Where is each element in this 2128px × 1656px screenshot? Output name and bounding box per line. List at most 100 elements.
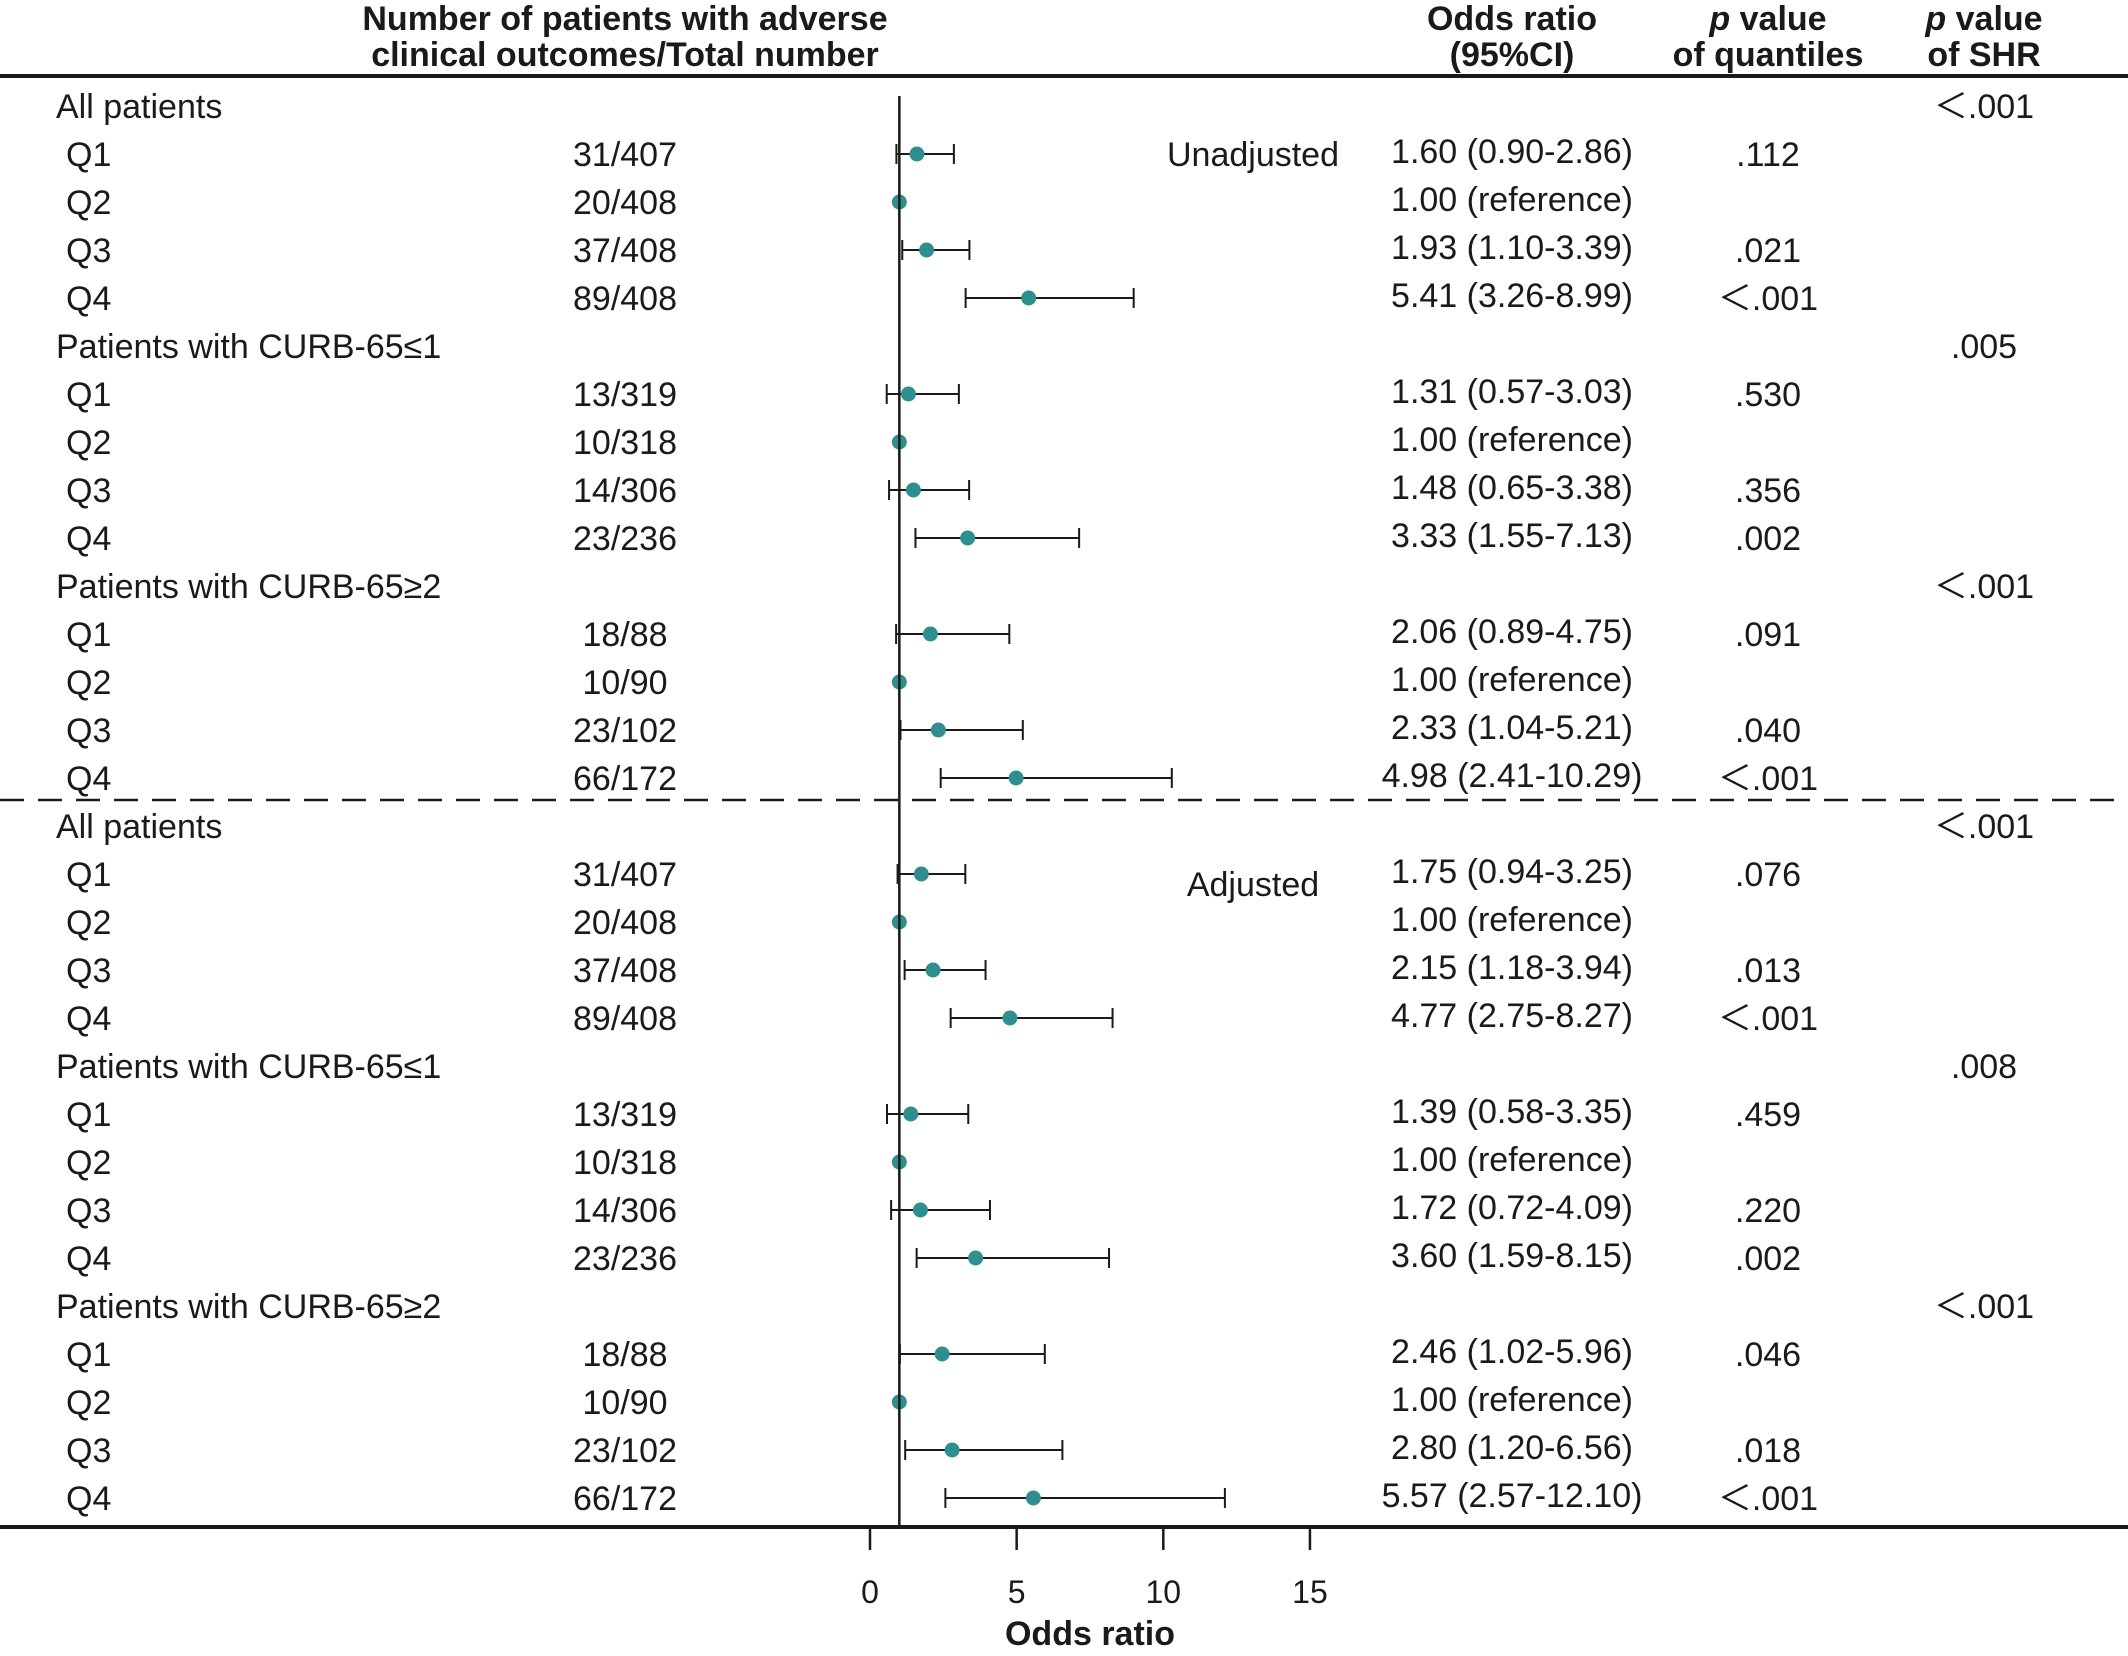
odds-ratio-ci-text: 1.75 (0.94-3.25)	[1391, 853, 1633, 891]
p-quantile-value: .002	[1735, 1240, 1801, 1278]
odds-ratio-point	[912, 1202, 928, 1218]
quantile-label: Q2	[66, 664, 111, 702]
p-quantile-value: .021	[1735, 232, 1801, 270]
header-p-shr-italic: p	[1924, 0, 1946, 38]
quantile-label: Q3	[66, 232, 111, 270]
p-quantile-value: ＜.001	[1718, 1000, 1818, 1038]
count-value: 18/88	[582, 616, 667, 654]
count-value: 37/408	[573, 952, 677, 990]
quantile-label: Q1	[66, 376, 111, 414]
count-value: 31/407	[573, 856, 677, 894]
quantile-label: Q3	[66, 1192, 111, 1230]
quantile-label: Q4	[66, 1480, 111, 1518]
odds-ratio-ci-text: 4.77 (2.75-8.27)	[1391, 997, 1633, 1035]
p-quantile-value: .091	[1735, 616, 1801, 654]
count-value: 23/236	[573, 520, 677, 558]
odds-ratio-point	[900, 386, 916, 402]
header-odds-ratio-line2: (95%CI)	[1450, 36, 1575, 74]
odds-ratio-point	[968, 1250, 984, 1266]
count-value: 10/90	[582, 664, 667, 702]
odds-ratio-ci-text: 1.00 (reference)	[1391, 1141, 1633, 1179]
p-shr-value: .005	[1951, 328, 2017, 366]
x-axis-label: Odds ratio	[1005, 1615, 1175, 1653]
p-quantile-value: .013	[1735, 952, 1801, 990]
odds-ratio-point	[903, 1106, 919, 1122]
count-value: 10/318	[573, 424, 677, 462]
odds-ratio-ci-text: 1.39 (0.58-3.35)	[1391, 1093, 1633, 1131]
quantile-label: Q4	[66, 760, 111, 798]
odds-ratio-point	[1021, 290, 1037, 306]
odds-ratio-point	[919, 242, 935, 258]
quantile-label: Q3	[66, 1432, 111, 1470]
p-quantile-value: .220	[1735, 1192, 1801, 1230]
header-p-quantiles-line2: of quantiles	[1673, 36, 1864, 74]
count-value: 13/319	[573, 376, 677, 414]
count-value: 10/318	[573, 1144, 677, 1182]
quantile-label: Q2	[66, 1144, 111, 1182]
count-value: 23/236	[573, 1240, 677, 1278]
quantile-label: Q2	[66, 424, 111, 462]
count-value: 18/88	[582, 1336, 667, 1374]
count-value: 89/408	[573, 1000, 677, 1038]
group-label: Patients with CURB-65≥2	[56, 1288, 441, 1326]
p-quantile-value: .076	[1735, 856, 1801, 894]
count-value: 14/306	[573, 1192, 677, 1230]
odds-ratio-point	[925, 962, 941, 978]
odds-ratio-ci-text: 5.57 (2.57-12.10)	[1382, 1477, 1643, 1515]
odds-ratio-ci-text: 1.00 (reference)	[1391, 1381, 1633, 1419]
odds-ratio-point	[960, 530, 976, 546]
odds-ratio-ci-text: 1.00 (reference)	[1391, 661, 1633, 699]
odds-ratio-ci-text: 5.41 (3.26-8.99)	[1391, 277, 1633, 315]
count-value: 66/172	[573, 1480, 677, 1518]
quantile-label: Q2	[66, 1384, 111, 1422]
quantile-label: Q2	[66, 904, 111, 942]
quantile-label: Q3	[66, 472, 111, 510]
p-shr-value: ＜.001	[1934, 568, 2034, 606]
odds-ratio-ci-text: 1.00 (reference)	[1391, 181, 1633, 219]
count-value: 37/408	[573, 232, 677, 270]
header-odds-ratio-line1: Odds ratio	[1427, 0, 1597, 38]
header-p-shr-rest: value	[1946, 0, 2042, 38]
p-quantile-value: .459	[1735, 1096, 1801, 1134]
panel-label: Adjusted	[1187, 866, 1319, 904]
header-p-quantiles-line1: p value	[1708, 0, 1826, 38]
odds-ratio-point	[934, 1346, 950, 1362]
quantile-label: Q3	[66, 712, 111, 750]
p-quantile-value: .002	[1735, 520, 1801, 558]
count-value: 23/102	[573, 712, 677, 750]
p-quantile-value: .046	[1735, 1336, 1801, 1374]
quantile-label: Q4	[66, 1240, 111, 1278]
p-quantile-value: .356	[1735, 472, 1801, 510]
odds-ratio-point	[1025, 1490, 1041, 1506]
group-label: Patients with CURB-65≤1	[56, 328, 441, 366]
quantile-label: Q4	[66, 280, 111, 318]
odds-ratio-ci-text: 1.72 (0.72-4.09)	[1391, 1189, 1633, 1227]
header-p-quantiles-italic: p	[1708, 0, 1730, 38]
odds-ratio-point	[930, 722, 946, 738]
p-shr-value: .008	[1951, 1048, 2017, 1086]
odds-ratio-ci-text: 1.00 (reference)	[1391, 421, 1633, 459]
quantile-label: Q4	[66, 520, 111, 558]
header-p-shr-line2: of SHR	[1927, 36, 2040, 74]
header-p-quantiles-rest: value	[1730, 0, 1826, 38]
odds-ratio-point	[1002, 1010, 1018, 1026]
table-rows: All patients ＜.001 Q1 31/407 1.60 (0.90-2.86…	[56, 88, 2034, 1518]
count-value: 10/90	[582, 1384, 667, 1422]
count-value: 14/306	[573, 472, 677, 510]
odds-ratio-point	[944, 1442, 960, 1458]
x-tick-label: 15	[1292, 1574, 1328, 1610]
forest-marks	[885, 96, 1226, 1527]
group-label: Patients with CURB-65≥2	[56, 568, 441, 606]
p-quantile-value: ＜.001	[1718, 760, 1818, 798]
odds-ratio-point	[909, 146, 925, 162]
odds-ratio-ci-text: 4.98 (2.41-10.29)	[1382, 757, 1643, 795]
group-label: All patients	[56, 88, 222, 126]
count-value: 89/408	[573, 280, 677, 318]
odds-ratio-point	[1008, 770, 1024, 786]
odds-ratio-point	[922, 626, 938, 642]
panel-label: Unadjusted	[1167, 136, 1339, 174]
p-quantile-value: .040	[1735, 712, 1801, 750]
odds-ratio-ci-text: 1.93 (1.10-3.39)	[1391, 229, 1633, 267]
count-value: 23/102	[573, 1432, 677, 1470]
